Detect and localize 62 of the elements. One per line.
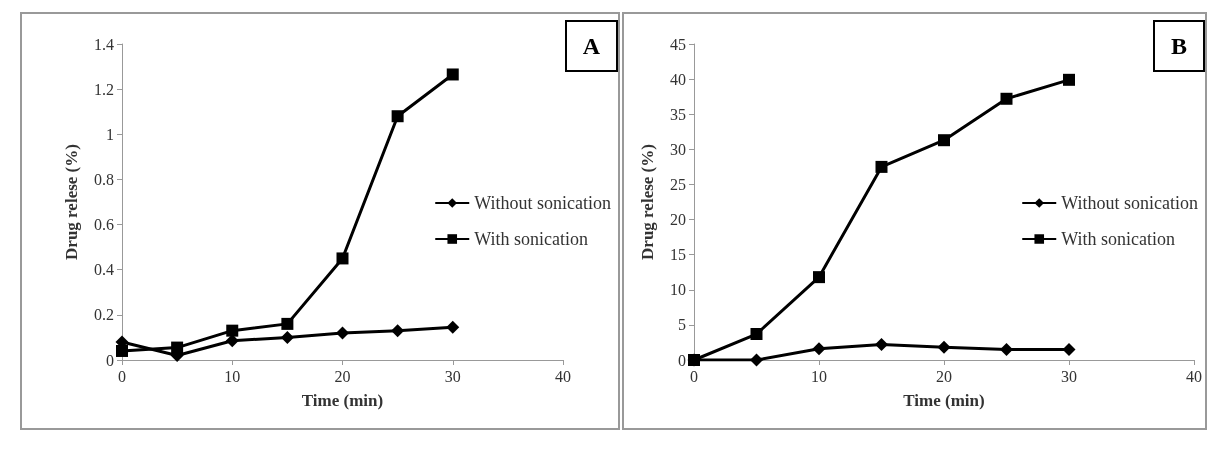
y-tick-label: 40: [670, 70, 686, 88]
point: [336, 252, 349, 265]
y-tick-label: 0.8: [94, 170, 114, 188]
y-tick-label: 35: [670, 105, 686, 123]
y-tick-label: 0.4: [94, 261, 114, 279]
y-tick-label: 20: [670, 211, 686, 229]
y-tick-label: 1.2: [94, 80, 114, 98]
y-tick-label: 0: [106, 351, 114, 369]
x-axis-title: Time (min): [903, 391, 985, 410]
x-tick-label: 30: [1061, 367, 1077, 385]
x-tick-label: 10: [224, 367, 241, 385]
point: [875, 160, 888, 173]
point: [116, 344, 128, 357]
point: [280, 330, 294, 344]
x-tick-label: 10: [811, 367, 827, 385]
x-axis-title: Time (min): [301, 391, 384, 410]
y-axis-title: Drug relese (%): [638, 144, 657, 260]
y-axis-title: Drug relese (%): [62, 144, 81, 260]
y-tick-label: 5: [678, 316, 686, 334]
point: [1063, 73, 1075, 86]
legend-label: Without sonication: [474, 193, 612, 213]
panel-tag: A: [564, 20, 618, 72]
y-tick-label: 25: [670, 175, 686, 193]
point: [281, 317, 294, 330]
point: [1000, 342, 1013, 356]
y-tick-label: 0: [678, 351, 686, 369]
y-tick-label: 15: [670, 246, 686, 264]
y-tick-label: 1: [106, 125, 114, 143]
x-tick-label: 0: [690, 367, 698, 385]
y-tick-label: 10: [670, 281, 686, 299]
y-tick-label: 30: [670, 140, 686, 158]
point: [938, 134, 950, 147]
point: [226, 324, 239, 337]
point: [391, 110, 404, 123]
y-tick-label: 0.6: [94, 216, 114, 234]
point: [336, 326, 349, 340]
y-tick-label: 45: [670, 35, 686, 53]
x-tick-label: 40: [1186, 367, 1202, 385]
point: [391, 324, 405, 338]
point: [1062, 342, 1076, 356]
point: [688, 354, 700, 366]
point: [750, 328, 763, 341]
legend-label: With sonication: [1061, 229, 1176, 249]
point: [446, 68, 459, 81]
point: [813, 271, 825, 284]
x-tick-label: 20: [334, 367, 351, 385]
panel-tag: B: [1153, 20, 1205, 72]
point: [812, 342, 826, 356]
y-tick-label: 1.4: [94, 35, 114, 53]
x-tick-label: 40: [555, 367, 571, 385]
point: [1000, 92, 1013, 105]
x-tick-label: 20: [936, 367, 952, 385]
legend-label: Without sonication: [1061, 193, 1199, 213]
x-tick-label: 0: [118, 367, 126, 385]
point: [875, 338, 888, 352]
legend-label: With sonication: [474, 229, 589, 249]
y-tick-label: 0.2: [94, 306, 114, 324]
point: [750, 353, 763, 367]
x-tick-label: 30: [444, 367, 461, 385]
point: [171, 341, 184, 354]
point: [937, 340, 951, 354]
point: [446, 320, 460, 334]
